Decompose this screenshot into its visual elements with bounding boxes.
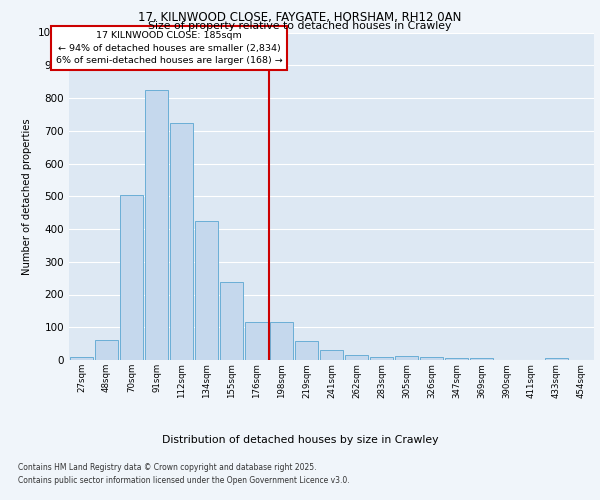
Bar: [370, 356, 393, 360]
Text: Contains HM Land Registry data © Crown copyright and database right 2025.: Contains HM Land Registry data © Crown c…: [18, 464, 317, 472]
Bar: [445, 358, 468, 360]
Bar: [545, 358, 568, 360]
Text: 17, KILNWOOD CLOSE, FAYGATE, HORSHAM, RH12 0AN: 17, KILNWOOD CLOSE, FAYGATE, HORSHAM, RH…: [139, 11, 461, 24]
Bar: [70, 358, 93, 360]
Bar: [145, 90, 168, 360]
Y-axis label: Number of detached properties: Number of detached properties: [22, 118, 32, 274]
Bar: [120, 194, 143, 360]
Bar: [270, 322, 293, 360]
Text: Contains public sector information licensed under the Open Government Licence v3: Contains public sector information licen…: [18, 476, 350, 485]
Text: Size of property relative to detached houses in Crawley: Size of property relative to detached ho…: [148, 21, 452, 31]
Bar: [295, 342, 318, 360]
Bar: [95, 340, 118, 360]
Text: 17 KILNWOOD CLOSE: 185sqm
← 94% of detached houses are smaller (2,834)
6% of sem: 17 KILNWOOD CLOSE: 185sqm ← 94% of detac…: [56, 31, 283, 65]
Text: Distribution of detached houses by size in Crawley: Distribution of detached houses by size …: [162, 435, 438, 445]
Bar: [245, 322, 268, 360]
Bar: [470, 358, 493, 360]
Bar: [320, 350, 343, 360]
Bar: [195, 221, 218, 360]
Bar: [395, 356, 418, 360]
Bar: [220, 282, 243, 360]
Bar: [345, 355, 368, 360]
Bar: [420, 358, 443, 360]
Bar: [170, 122, 193, 360]
